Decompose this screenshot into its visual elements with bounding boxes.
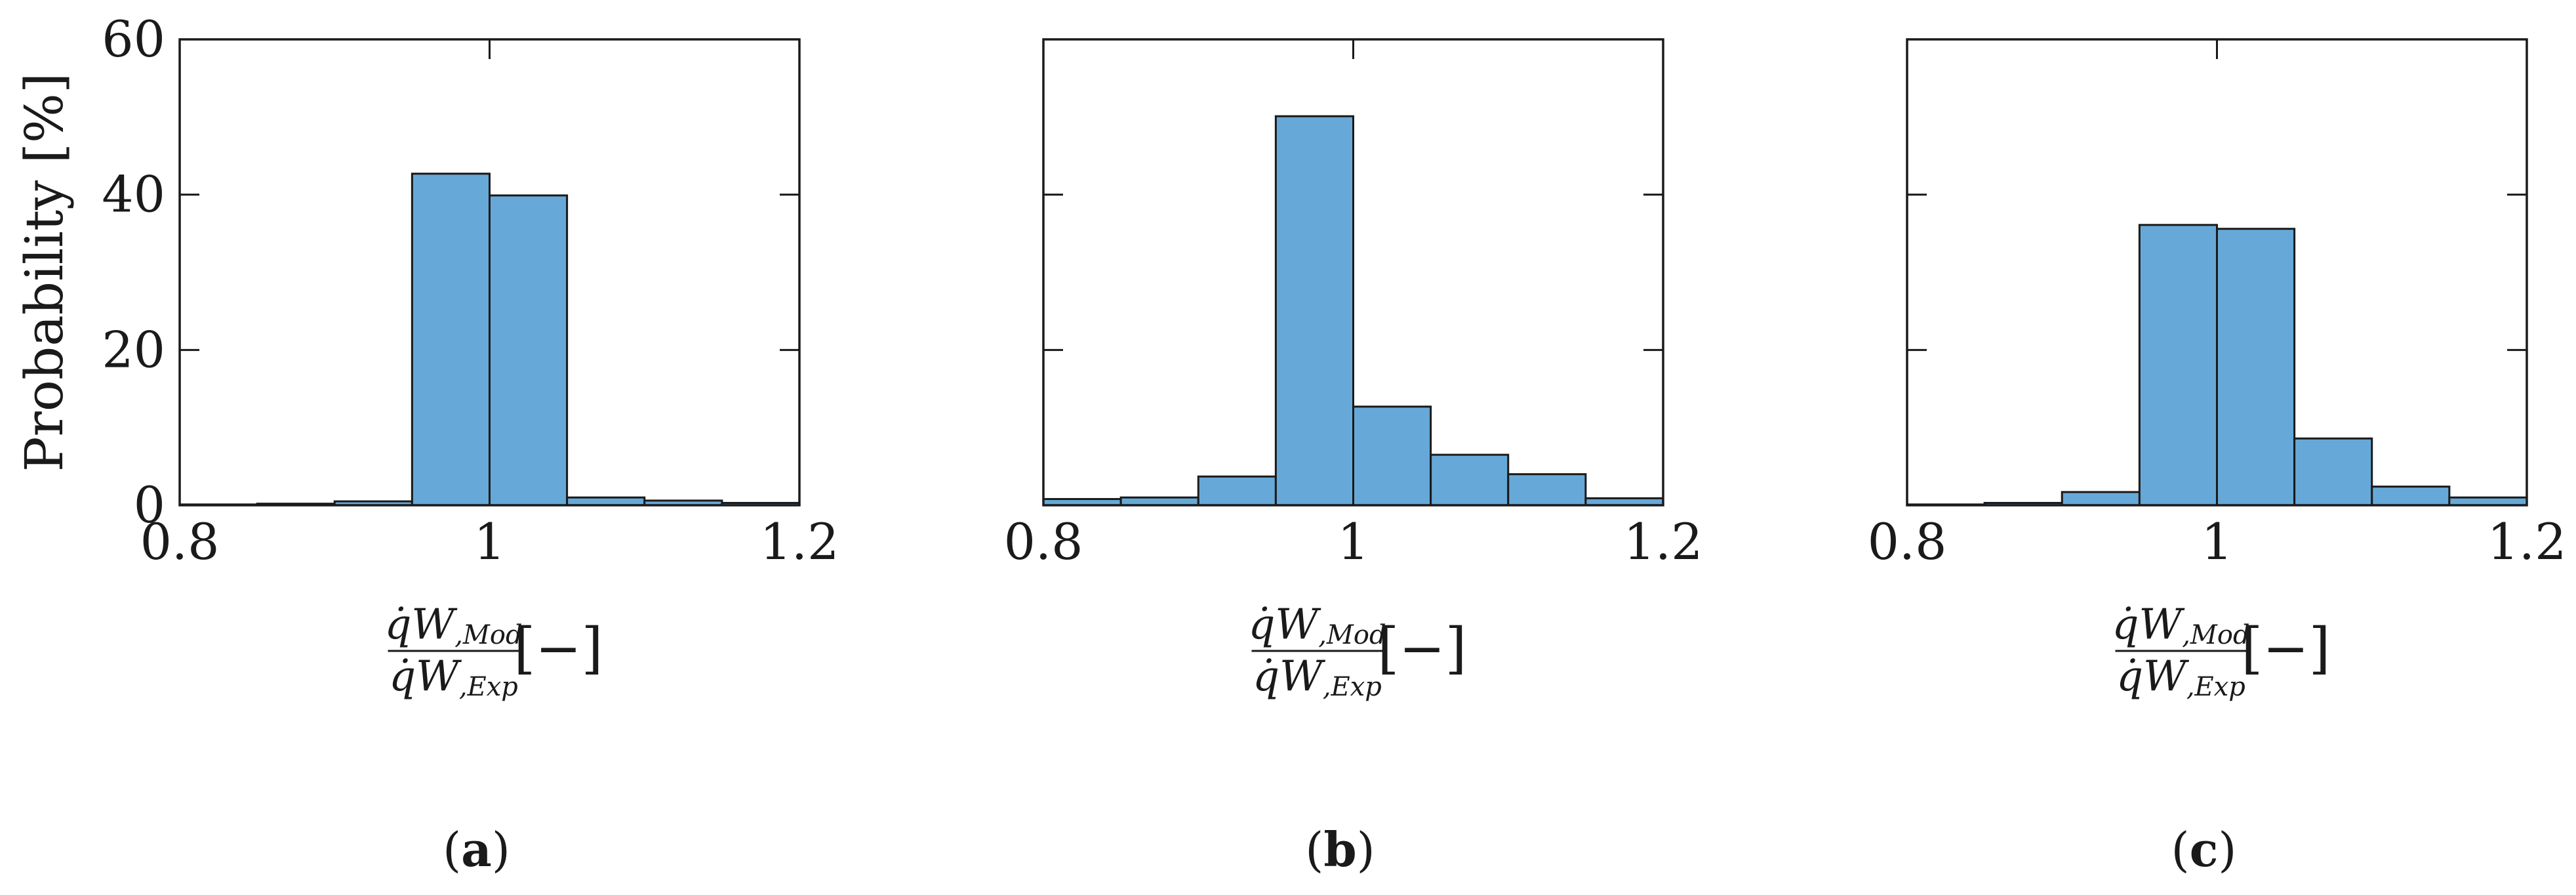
histogram-bar [1274, 115, 1354, 507]
caption-letter: b [1323, 822, 1356, 877]
histogram-bar [2448, 496, 2528, 507]
y-tick-label: 40 [102, 165, 165, 224]
histogram-bar [2138, 224, 2218, 507]
x-tick-label: 1 [1337, 512, 1369, 571]
panel-caption: (c) [2171, 822, 2236, 877]
xlabel-denominator: q̇W,Exp [389, 652, 518, 702]
x-tick-label: 0.8 [1868, 512, 1947, 571]
x-tick-label: 1 [2201, 512, 2232, 571]
xlabel-numerator-sub: ,Mod [1318, 620, 1386, 650]
histogram-bar [1197, 475, 1277, 507]
histogram-bar [1352, 406, 1432, 507]
caption-paren-open: ( [2171, 822, 2189, 877]
xlabel-unit: [−] [2242, 616, 2331, 680]
histogram-bar [1430, 453, 1510, 507]
caption-paren-close: ) [1357, 822, 1375, 877]
y-axis-label: Probability [%] [14, 73, 75, 472]
histogram-bar [2216, 228, 2296, 507]
caption-paren-open: ( [443, 822, 461, 877]
histogram-bar [2061, 491, 2141, 507]
caption-paren-close: ) [2218, 822, 2236, 877]
caption-letter: a [461, 822, 492, 877]
y-tick-label: 20 [102, 320, 165, 379]
panel-caption: (b) [1305, 822, 1375, 877]
caption-paren-close: ) [492, 822, 510, 877]
xlabel-denominator-sub: ,Exp [1323, 672, 1382, 702]
histogram-bar [489, 194, 569, 507]
xlabel-denominator-sub: ,Exp [459, 672, 518, 702]
xlabel-denominator-sub: ,Exp [2186, 672, 2245, 702]
y-tick-label: 0 [134, 476, 165, 534]
caption-paren-open: ( [1305, 822, 1323, 877]
x-tick-label: 0.8 [1004, 512, 1083, 571]
xlabel-unit: [−] [514, 616, 603, 680]
xlabel-denominator: q̇W,Exp [1253, 652, 1382, 702]
y-tick-label: 60 [102, 10, 165, 68]
x-tick-label: 1 [473, 512, 505, 571]
histogram-bar [566, 496, 646, 507]
xlabel-numerator-sub: ,Mod [2182, 620, 2249, 650]
xlabel-numerator-sub: ,Mod [454, 620, 522, 650]
xlabel-numerator: q̇W,Mod [384, 600, 522, 650]
histogram-bar [2293, 437, 2373, 507]
xlabel-denominator: q̇W,Exp [2116, 652, 2245, 702]
xlabel-numerator: q̇W,Mod [1248, 600, 1386, 650]
histogram-bar [1507, 473, 1587, 507]
x-tick-label: 1.2 [2487, 512, 2567, 571]
histogram-bar [2371, 486, 2451, 507]
histogram-bar [411, 173, 491, 507]
x-tick-label: 1.2 [760, 512, 839, 571]
x-tick-label: 0.8 [140, 512, 220, 571]
xlabel-unit: [−] [1378, 616, 1467, 680]
histogram-bar [1119, 496, 1199, 507]
panel-caption: (a) [443, 822, 510, 877]
caption-letter: c [2190, 822, 2219, 877]
x-tick-label: 1.2 [1624, 512, 1703, 571]
xlabel-numerator: q̇W,Mod [2112, 600, 2249, 650]
